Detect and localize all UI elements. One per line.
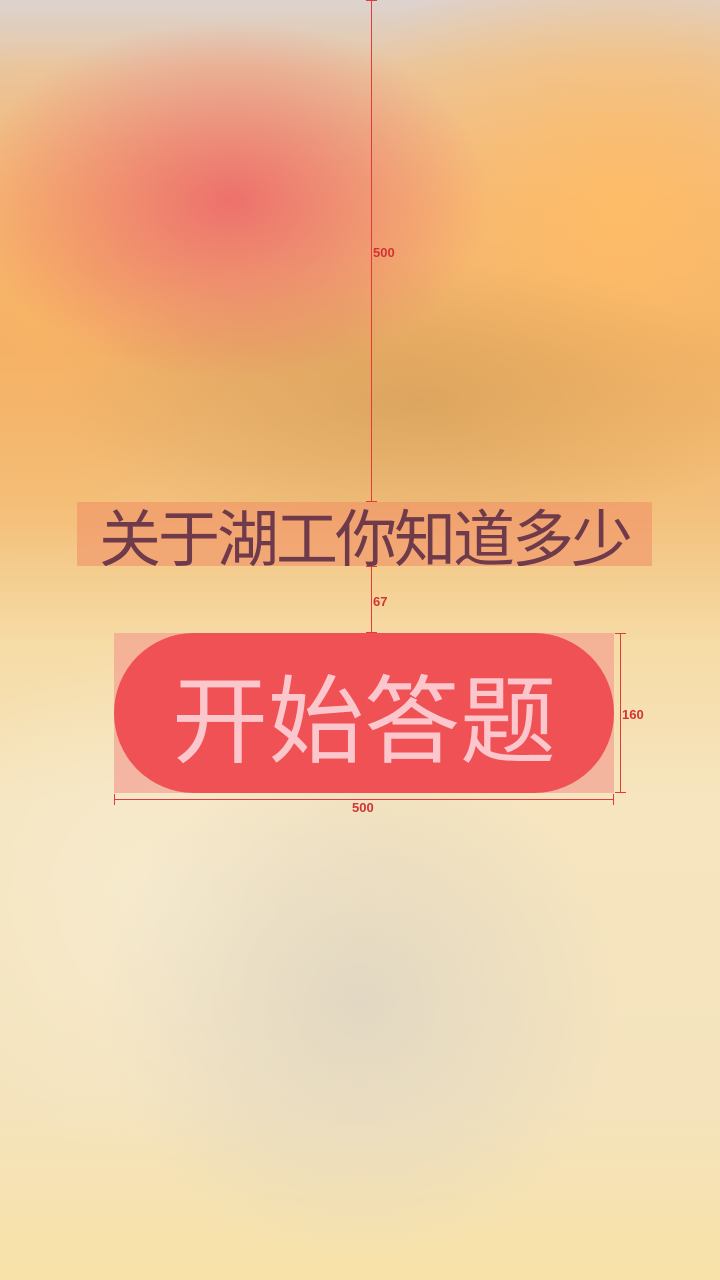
start-button-bounds: 开始答题 bbox=[114, 633, 614, 793]
button-height-label: 160 bbox=[622, 707, 644, 722]
button-width-guide-right-tick bbox=[613, 794, 614, 805]
title-gap-guide-top-tick bbox=[366, 566, 377, 567]
title-gap-label: 67 bbox=[373, 594, 388, 609]
top-gap-label: 500 bbox=[373, 245, 395, 260]
button-height-guide-bottom-tick bbox=[615, 792, 626, 793]
page-title: 关于湖工你知道多少 bbox=[77, 502, 652, 566]
title-gap-guide-line bbox=[371, 566, 372, 633]
button-width-guide-left-tick bbox=[114, 794, 115, 805]
top-gap-guide-top-tick bbox=[366, 0, 377, 1]
button-height-guide-line bbox=[620, 633, 621, 793]
button-width-guide-line bbox=[114, 799, 614, 800]
start-quiz-button[interactable]: 开始答题 bbox=[114, 633, 614, 793]
top-gap-guide-bottom-tick bbox=[366, 501, 377, 502]
title-gap-guide-bottom-tick bbox=[366, 632, 377, 633]
top-gap-guide-line bbox=[371, 0, 372, 502]
button-width-label: 500 bbox=[352, 800, 374, 815]
button-height-guide-top-tick bbox=[615, 633, 626, 634]
